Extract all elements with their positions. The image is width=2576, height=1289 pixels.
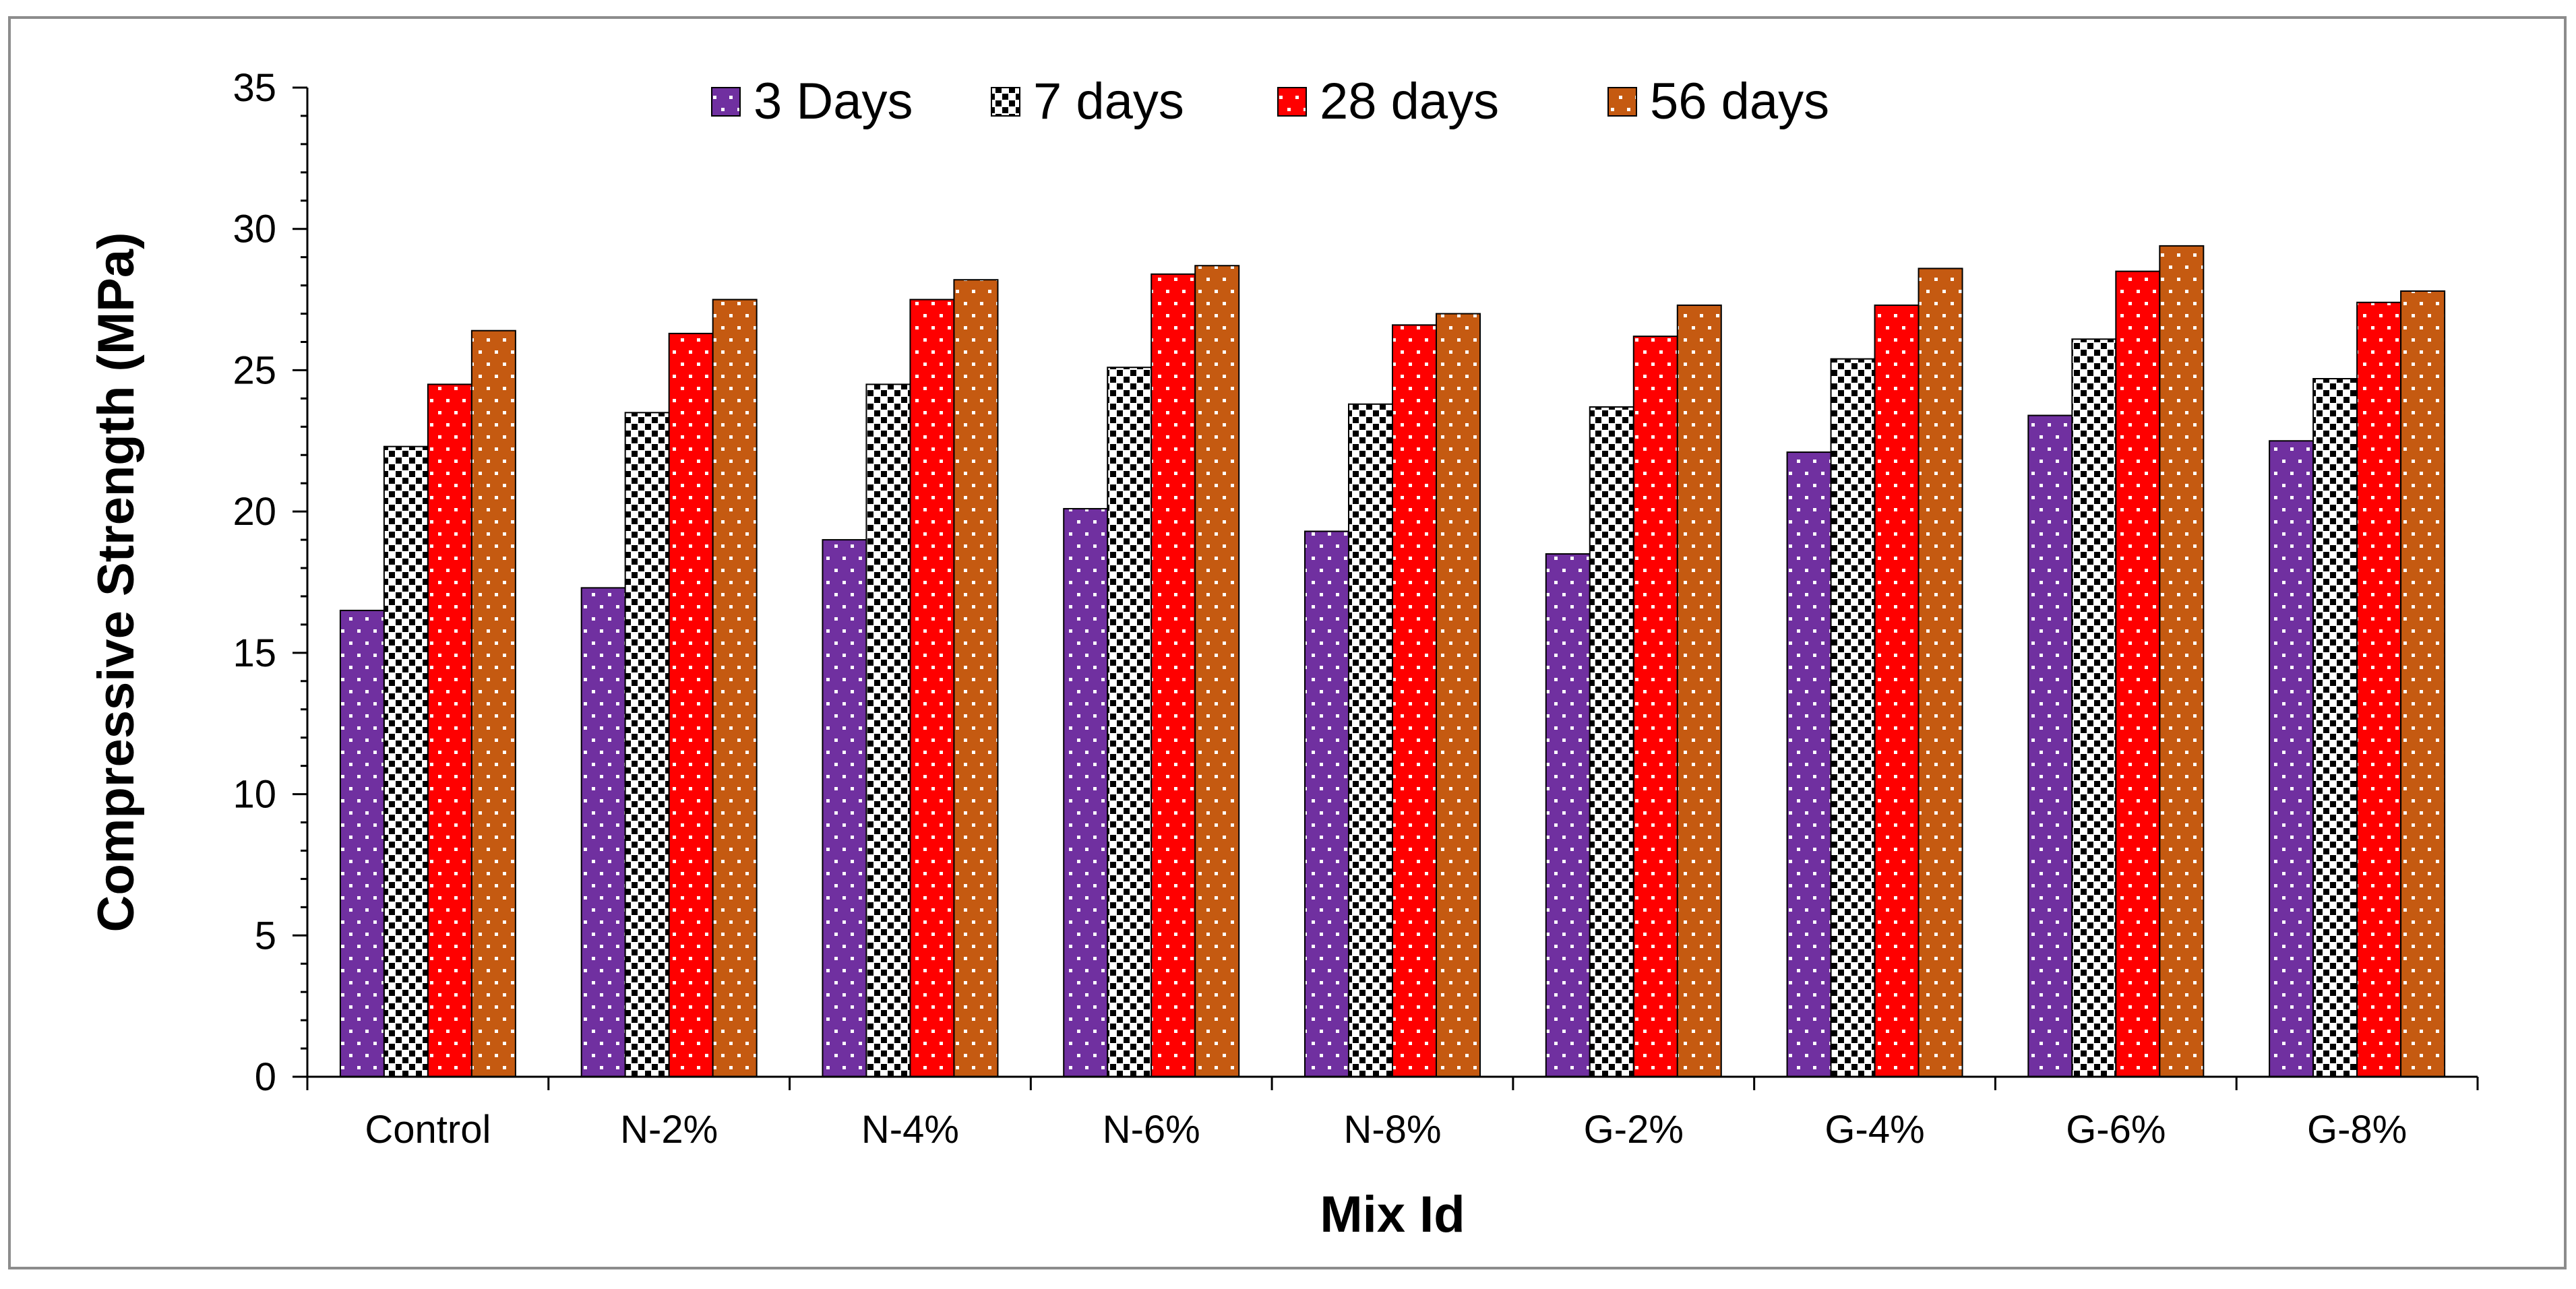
legend-swatch-28-days: [1277, 87, 1307, 117]
x-axis-title: Mix Id: [1320, 1186, 1465, 1243]
bar-28-days-g-8pct: [2356, 301, 2402, 1077]
legend-label-28-days: 28 days: [1320, 73, 1499, 130]
bar-3-days-n-6pct: [1063, 507, 1109, 1077]
y-tick-label: 0: [255, 1055, 276, 1099]
y-axis-title: Compressive Strength (MPa): [88, 232, 145, 933]
y-tick-label: 5: [255, 914, 276, 957]
bar-28-days-n-8pct: [1392, 324, 1437, 1078]
bar-56-days-n-4pct: [953, 279, 999, 1077]
bar-28-days-g-4pct: [1874, 304, 1920, 1078]
bar-7-days-n-6pct: [1107, 367, 1153, 1078]
bar-7-days-n-2pct: [624, 412, 670, 1077]
bar-56-days-n-2pct: [712, 298, 758, 1078]
x-tick-label: N-4%: [861, 1108, 959, 1152]
x-tick-label: Control: [365, 1108, 491, 1152]
bar-28-days-g-2pct: [1632, 336, 1678, 1077]
bar-7-days-g-6pct: [2071, 338, 2117, 1078]
bar-28-days-g-6pct: [2115, 270, 2161, 1078]
legend-label-7-days: 7 days: [1033, 73, 1184, 130]
bar-3-days-g-4pct: [1786, 451, 1832, 1077]
y-tick-label: 10: [233, 773, 276, 817]
y-tick-label: 35: [233, 66, 276, 110]
x-tick-label: G-8%: [2307, 1108, 2407, 1152]
bar-7-days-g-4pct: [1830, 358, 1876, 1077]
bar-7-days-g-2pct: [1589, 406, 1634, 1077]
bar-56-days-n-8pct: [1436, 313, 1481, 1077]
legend-label-56-days: 56 days: [1650, 73, 1829, 130]
bar-28-days-control: [427, 383, 472, 1077]
bar-56-days-g-2pct: [1676, 304, 1722, 1078]
x-tick-label: N-6%: [1103, 1108, 1200, 1152]
bar-28-days-n-4pct: [909, 298, 955, 1078]
bar-56-days-g-8pct: [2400, 290, 2446, 1078]
bar-3-days-n-8pct: [1304, 530, 1349, 1077]
bar-56-days-g-6pct: [2159, 245, 2205, 1077]
bar-56-days-g-4pct: [1918, 268, 1963, 1077]
bar-3-days-control: [339, 609, 385, 1077]
bar-56-days-n-6pct: [1194, 265, 1240, 1077]
legend-label-3-days: 3 Days: [754, 73, 913, 130]
y-tick-label: 25: [233, 348, 276, 392]
x-tick-label: G-2%: [1584, 1108, 1684, 1152]
bar-7-days-n-4pct: [865, 383, 911, 1077]
bar-3-days-n-4pct: [822, 539, 867, 1077]
bar-28-days-n-2pct: [668, 332, 714, 1078]
y-tick-label: 30: [233, 208, 276, 251]
bar-28-days-n-6pct: [1151, 273, 1196, 1077]
x-tick-label: N-8%: [1343, 1108, 1441, 1152]
bar-3-days-g-2pct: [1545, 553, 1591, 1077]
y-tick-label: 20: [233, 490, 276, 534]
x-tick-label: N-2%: [620, 1108, 718, 1152]
y-tick-label: 15: [233, 631, 276, 675]
bar-7-days-g-8pct: [2312, 378, 2358, 1077]
bar-56-days-control: [470, 329, 516, 1077]
bar-3-days-g-6pct: [2027, 414, 2073, 1077]
chart-frame: 0 5 10 15 20 25 30 35 Control N-2% N-4% N-6% N-8% G-2…: [8, 16, 2567, 1269]
bar-7-days-n-8pct: [1348, 403, 1393, 1077]
bar-3-days-g-8pct: [2269, 440, 2314, 1077]
bar-7-days-control: [383, 445, 429, 1077]
bar-chart: 0 5 10 15 20 25 30 35 Control N-2% N-4% N-6% N-8% G-2…: [88, 66, 2479, 1243]
legend-swatch-3-days: [711, 87, 741, 117]
bar-3-days-n-2pct: [580, 587, 626, 1077]
x-tick-label: G-6%: [2066, 1108, 2166, 1152]
x-tick-label: G-4%: [1824, 1108, 1924, 1152]
legend-swatch-56-days: [1607, 87, 1637, 117]
legend-swatch-7-days: [991, 87, 1020, 117]
